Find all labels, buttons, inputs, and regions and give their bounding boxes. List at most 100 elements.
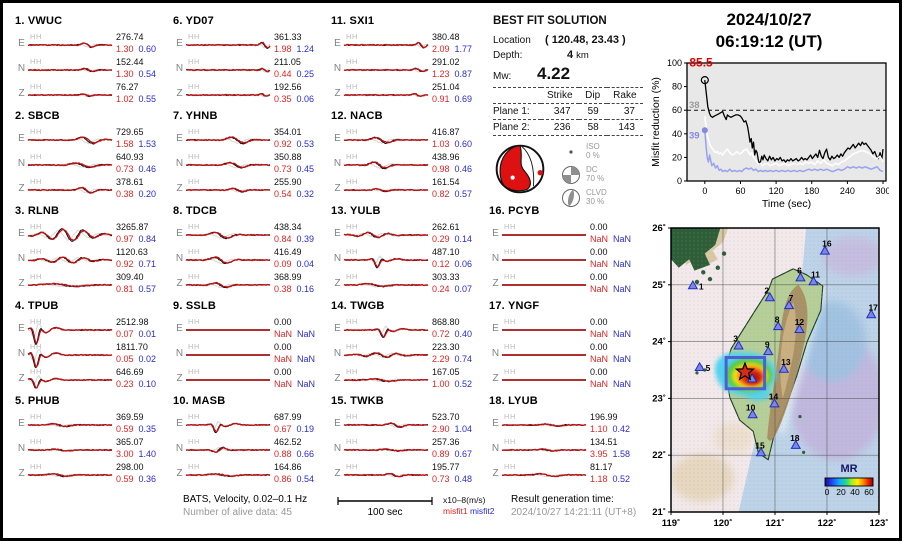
trace-svg bbox=[343, 325, 429, 338]
misfit2-value: NaN bbox=[613, 233, 632, 244]
colorbar-tick-20: 20 bbox=[836, 487, 846, 497]
amplitude-value: 0.00 bbox=[590, 247, 608, 258]
misfit-values: NaN NaN bbox=[274, 354, 315, 365]
map-station-marker-12 bbox=[794, 323, 805, 334]
channel-letter: Z bbox=[176, 88, 183, 99]
channel-row: N HH 291.02 1.23 0.87 bbox=[331, 56, 489, 81]
amplitude-value: 195.77 bbox=[432, 462, 460, 473]
misfit1-value: 1.23 bbox=[432, 68, 450, 79]
map-station-marker-1 bbox=[687, 280, 699, 290]
waveform-trace: HH bbox=[501, 437, 587, 461]
waveform-trace: HH bbox=[27, 367, 113, 391]
lat-tick-22˚: 22˚ bbox=[652, 450, 666, 461]
trace-svg bbox=[343, 136, 429, 144]
misfit2-value: 0.10 bbox=[138, 378, 157, 389]
trace-svg bbox=[185, 281, 271, 288]
band-code: HH bbox=[504, 271, 517, 281]
map-station-marker-5 bbox=[694, 361, 705, 372]
amplitude-value: 640.93 bbox=[116, 152, 144, 163]
channel-values: 0.00 NaN NaN bbox=[590, 222, 631, 245]
misfit2-value: 0.20 bbox=[138, 188, 157, 199]
map-station-label-13: 13 bbox=[781, 357, 791, 367]
colorbar-title: MR bbox=[840, 463, 857, 475]
band-code: HH bbox=[346, 461, 359, 471]
misfit-values: 0.44 0.25 bbox=[274, 69, 314, 80]
svg-text:100 sec: 100 sec bbox=[367, 507, 402, 518]
time-scalebar: 100 sec bbox=[335, 496, 443, 521]
channel-values: 76.27 1.02 0.55 bbox=[116, 82, 156, 105]
misfit1-value: 1.58 bbox=[116, 138, 134, 149]
station-panel: 7. YHNB E HH 354.01 0.92 0.53 N HH 350.88 0.73 0.4… bbox=[173, 108, 331, 203]
band-code: HH bbox=[188, 316, 201, 326]
channel-row: Z HH 309.40 0.81 0.57 bbox=[15, 271, 173, 296]
band-code: HH bbox=[346, 56, 359, 66]
misfit2-value: NaN bbox=[613, 378, 632, 389]
misfit2-value: 1.40 bbox=[138, 448, 157, 459]
channel-values: 378.61 0.38 0.20 bbox=[116, 177, 156, 200]
scalebar-svg: 100 sec bbox=[337, 497, 433, 518]
misfit1-value: 3.95 bbox=[590, 448, 608, 459]
amplitude-value: 368.99 bbox=[274, 272, 302, 283]
misfit1-value: 0.35 bbox=[274, 93, 292, 104]
col-dip: Dip bbox=[585, 90, 601, 101]
band-code: HH bbox=[30, 246, 43, 256]
channel-values: 687.99 0.67 0.19 bbox=[274, 412, 314, 435]
channel-values: 152.44 1.30 0.54 bbox=[116, 57, 156, 80]
plane2-rake: 143 bbox=[618, 122, 635, 133]
channel-letter: N bbox=[175, 443, 184, 454]
misfit-values: 0.91 0.69 bbox=[432, 94, 472, 105]
map-station-label-11: 11 bbox=[811, 270, 820, 280]
misfit2-value: 0.36 bbox=[138, 473, 157, 484]
amplitude-value: 257.36 bbox=[432, 437, 460, 448]
trace-svg bbox=[501, 422, 587, 427]
channel-letter: E bbox=[492, 323, 499, 334]
misfit2-value: NaN bbox=[297, 353, 316, 364]
channel-values: 0.00 NaN NaN bbox=[590, 317, 631, 340]
map-station-marker-10 bbox=[747, 409, 758, 419]
amplitude-value: 380.48 bbox=[432, 32, 460, 43]
map-station-label-12: 12 bbox=[795, 317, 805, 327]
channel-letter: E bbox=[176, 228, 183, 239]
misfit2-value: 1.77 bbox=[454, 43, 473, 54]
misfit-values: 0.88 0.66 bbox=[274, 449, 314, 460]
misfit1-value: NaN bbox=[590, 378, 609, 389]
amplitude-value: 255.90 bbox=[274, 177, 302, 188]
map-station-label-6: 6 bbox=[797, 266, 802, 276]
channel-letter: E bbox=[18, 133, 25, 144]
colorbar-tick-0: 0 bbox=[825, 487, 830, 497]
channel-values: 0.00 NaN NaN bbox=[590, 247, 631, 270]
waveform-trace: HH bbox=[27, 317, 113, 345]
band-code: HH bbox=[188, 56, 201, 66]
misfit-values: 2.90 1.04 bbox=[432, 424, 472, 435]
trace-svg bbox=[27, 447, 113, 452]
channel-row: N HH 640.93 0.73 0.46 bbox=[15, 151, 173, 176]
waveform-grid: 1. VWUC E HH 276.74 1.30 0.60 N HH 152.44 1.30 0.5… bbox=[3, 3, 649, 538]
channel-letter: N bbox=[333, 253, 342, 264]
amplitude-value: 196.99 bbox=[590, 412, 618, 423]
misfit2-value: 0.69 bbox=[454, 93, 473, 104]
band-code: HH bbox=[188, 151, 201, 161]
svg-text:100: 100 bbox=[667, 58, 682, 68]
trace-svg bbox=[502, 328, 586, 331]
channel-row: E HH 196.99 1.10 0.42 bbox=[489, 411, 647, 436]
result-time-value: 2024/10/27 14:21:11 (UT+8) bbox=[511, 506, 637, 518]
misfit1-value: 0.23 bbox=[116, 378, 134, 389]
channel-letter: E bbox=[492, 228, 499, 239]
misfit2-value: NaN bbox=[297, 378, 316, 389]
station-panel: 2. SBCB E HH 729.65 1.58 1.53 N HH 640.93 0.73 0.4… bbox=[15, 108, 173, 203]
trace-svg bbox=[185, 187, 271, 193]
band-code: HH bbox=[504, 411, 517, 421]
band-code: HH bbox=[504, 461, 517, 471]
band-code: HH bbox=[504, 246, 517, 256]
svg-text:180: 180 bbox=[804, 186, 819, 196]
misfit2-value: NaN bbox=[613, 258, 632, 269]
channel-values: 298.00 0.59 0.36 bbox=[116, 462, 156, 485]
channel-row: N HH 487.10 0.12 0.06 bbox=[331, 246, 489, 271]
trace-svg bbox=[343, 377, 429, 382]
depth-unit: km bbox=[576, 50, 589, 61]
trace-svg bbox=[343, 282, 429, 287]
band-code: HH bbox=[346, 151, 359, 161]
channel-row: E HH 0.00 NaN NaN bbox=[489, 221, 647, 246]
map-station-marker-16 bbox=[819, 245, 831, 255]
waveform-trace: HH bbox=[185, 82, 271, 106]
